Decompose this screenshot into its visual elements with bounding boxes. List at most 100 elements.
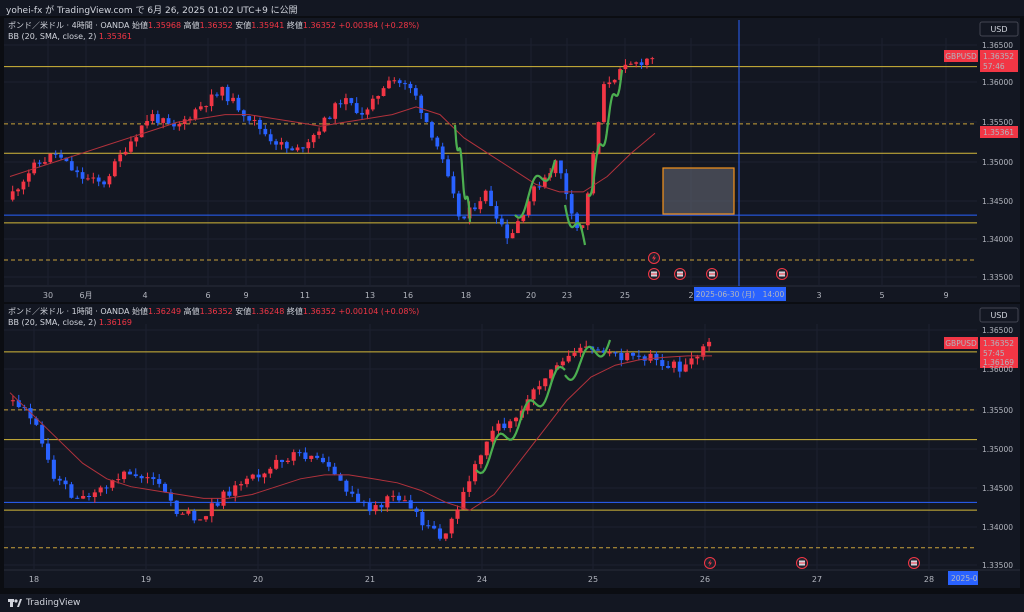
candle-body	[502, 423, 507, 429]
candle-body	[64, 157, 69, 162]
candle-body	[531, 389, 536, 400]
price-tick-label: 1.36500	[982, 41, 1013, 50]
price-tick-label: 1.34500	[982, 484, 1013, 493]
symbol-badge-label: GBPUSD	[945, 339, 977, 348]
ohlc-value: 1.36249	[148, 307, 184, 316]
time-tick-label: 5	[879, 291, 884, 300]
candle-body	[32, 162, 37, 174]
ohlc-value: 1.36352	[303, 21, 339, 30]
footer-bar: TradingView	[0, 594, 1024, 612]
candle-body	[262, 473, 267, 478]
candle-body	[81, 495, 86, 499]
ohlc-value: 1.36352	[303, 307, 339, 316]
candle-body	[157, 479, 162, 484]
candle-body	[542, 177, 547, 187]
candle-body	[623, 64, 628, 70]
last-price-badge	[980, 337, 1018, 359]
chart-pane-2[interactable]	[4, 304, 1020, 588]
candle-body	[92, 492, 97, 498]
candle-body	[268, 134, 273, 142]
candle-body	[258, 119, 262, 129]
candle-body	[327, 117, 332, 119]
publish-header-text: yohei-fx が TradingView.com で 6月 26, 2025…	[6, 6, 298, 16]
candle-body	[180, 513, 185, 515]
footer-brand: TradingView	[26, 598, 81, 608]
candle-body	[51, 459, 56, 479]
candle-body	[263, 128, 268, 135]
candle-body	[86, 495, 92, 498]
candle-body	[21, 181, 26, 190]
candle-body	[596, 122, 601, 155]
candle-body	[560, 361, 565, 366]
candle-body	[43, 162, 47, 164]
candle-body	[443, 533, 448, 539]
publish-header: yohei-fx が TradingView.com で 6月 26, 2025…	[0, 0, 1024, 16]
candle-body	[585, 193, 590, 226]
candle-body	[526, 201, 531, 215]
candle-body	[376, 96, 381, 99]
candle-body	[236, 97, 241, 111]
candle-body	[630, 352, 636, 356]
candle-body	[59, 154, 63, 158]
candle-body	[554, 365, 560, 370]
candle-body	[274, 459, 279, 469]
candle-body	[496, 423, 501, 431]
candle-body	[430, 122, 434, 138]
price-tick-label: 1.34000	[982, 523, 1013, 532]
candle-body	[628, 63, 633, 65]
candle-body	[150, 114, 155, 122]
candle-body	[252, 119, 257, 121]
candle-body	[110, 480, 115, 488]
candle-body	[290, 148, 295, 151]
candle-body	[397, 80, 402, 84]
candle-body	[309, 455, 314, 459]
candle-body	[274, 141, 278, 145]
candle-body	[250, 474, 255, 479]
wave-annotation	[453, 124, 472, 223]
candle-body	[134, 137, 139, 142]
time-tick-label: 25	[620, 291, 630, 300]
candle-body	[671, 361, 677, 368]
candle-body	[80, 172, 85, 179]
time-tick-label: 21	[365, 575, 375, 584]
candle-body	[494, 206, 499, 219]
wave-annotation	[563, 204, 587, 246]
time-tick-label: 27	[812, 575, 822, 584]
time-tick-label: 25	[588, 575, 598, 584]
time-tick-label: 20	[526, 291, 536, 300]
candle-body	[607, 82, 612, 85]
candle-body	[177, 124, 182, 127]
candle-body	[209, 94, 214, 107]
ohlc-key: 終値	[287, 306, 303, 316]
candle-body	[612, 79, 617, 83]
chart-pane-1[interactable]	[4, 18, 1020, 302]
candle-body	[408, 500, 413, 509]
price-tick-label: 1.36000	[982, 78, 1013, 87]
candle-body	[645, 58, 649, 66]
candle-body	[57, 478, 62, 481]
candle-body	[391, 495, 396, 497]
pane-background	[4, 18, 977, 286]
candle-body	[10, 191, 15, 200]
time-tick-label: 18	[461, 291, 471, 300]
candle-body	[473, 207, 477, 210]
candle-body	[295, 147, 300, 151]
candle-body	[284, 142, 289, 149]
currency-box	[979, 307, 1019, 323]
wave-annotation	[587, 69, 624, 197]
candle-body	[356, 493, 361, 502]
candle-body	[344, 98, 348, 105]
candle-body	[381, 88, 386, 97]
candle-body	[162, 483, 168, 493]
candle-body	[607, 352, 612, 354]
candle-body	[387, 80, 391, 89]
time-tick-label: 28	[924, 575, 934, 584]
candle-body	[37, 162, 42, 164]
symbol-badge	[944, 337, 978, 349]
candle-body	[168, 492, 173, 501]
candle-body	[16, 400, 21, 408]
bb-legend-label: BB (20, SMA, close, 2)	[8, 32, 99, 41]
price-tick-label: 1.36000	[982, 365, 1013, 374]
candle-body	[613, 352, 618, 354]
